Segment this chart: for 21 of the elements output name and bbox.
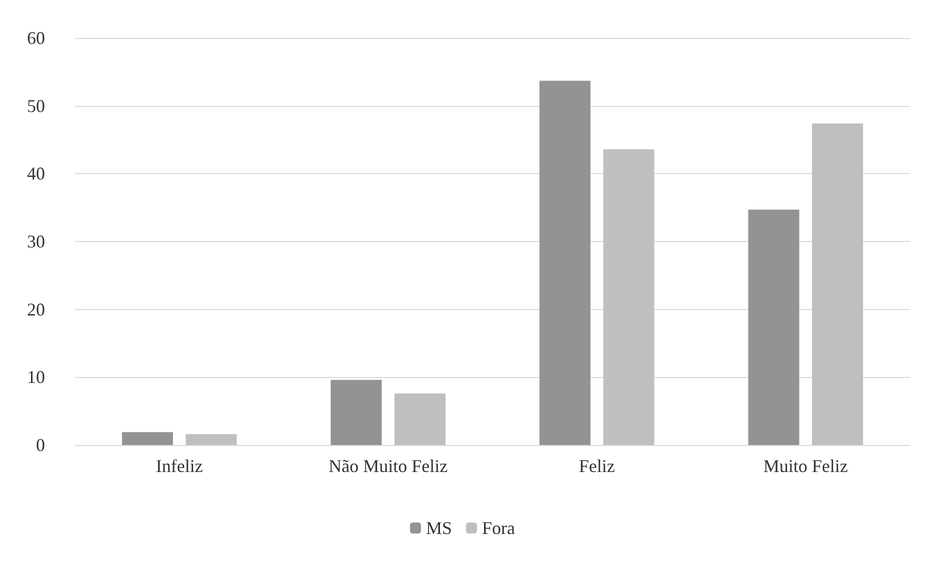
legend-label: MS bbox=[426, 518, 452, 538]
x-tick-label: Feliz bbox=[578, 456, 615, 476]
x-tick-label: Não Muito Feliz bbox=[328, 456, 448, 476]
y-tick-label: 30 bbox=[27, 232, 45, 252]
y-tick-label: 60 bbox=[27, 28, 45, 48]
bar bbox=[603, 149, 654, 445]
bar bbox=[186, 434, 237, 445]
y-tick-label: 50 bbox=[27, 96, 45, 116]
y-tick-label: 20 bbox=[27, 299, 45, 320]
legend-label: Fora bbox=[482, 518, 516, 538]
y-tick-label: 0 bbox=[36, 435, 45, 455]
y-tick-label: 10 bbox=[27, 367, 45, 388]
bar bbox=[812, 123, 864, 445]
bar bbox=[748, 210, 800, 445]
x-tick-label: Infeliz bbox=[156, 456, 203, 476]
x-tick-label: Muito Feliz bbox=[763, 456, 848, 476]
bar bbox=[330, 380, 382, 445]
bar bbox=[394, 393, 446, 445]
y-tick-label: 40 bbox=[27, 164, 45, 184]
bar bbox=[539, 80, 590, 445]
bar bbox=[122, 432, 173, 445]
